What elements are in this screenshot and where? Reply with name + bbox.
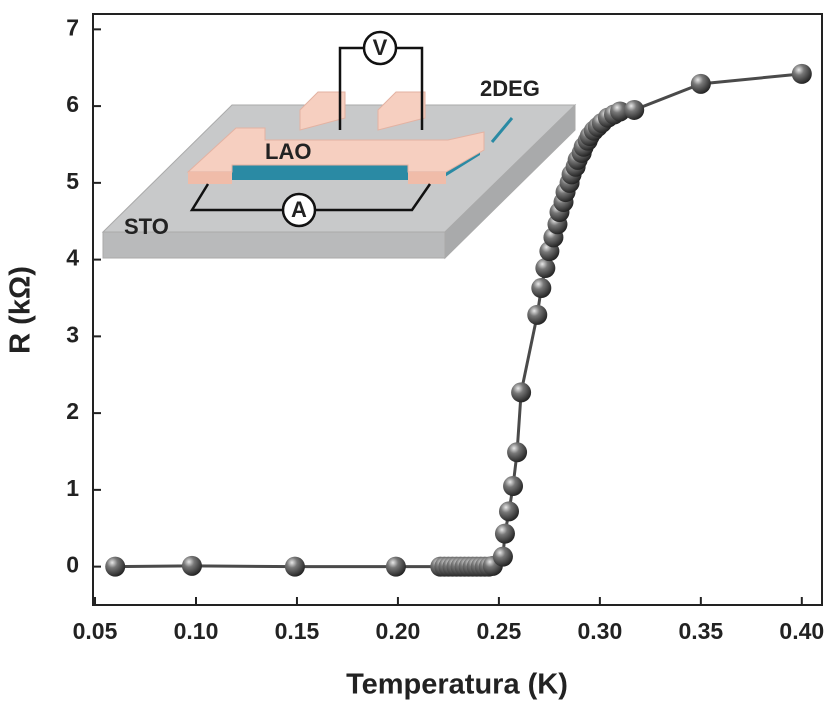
y-tick-label: 0 xyxy=(66,552,79,578)
voltmeter xyxy=(362,30,398,66)
y-tick-label: 1 xyxy=(66,475,79,501)
data-point xyxy=(507,442,528,463)
data-point xyxy=(791,63,812,84)
wire xyxy=(314,183,432,212)
annotation: LAO xyxy=(265,139,311,164)
data-point xyxy=(492,546,513,567)
x-tick-label: 0.25 xyxy=(477,618,522,644)
y-tick-label: 5 xyxy=(66,168,79,194)
data-point xyxy=(385,556,406,577)
wire xyxy=(395,46,424,130)
x-tick-label: 0.30 xyxy=(577,618,622,644)
y-tick-label: 7 xyxy=(66,14,79,40)
lao-pad xyxy=(299,91,346,131)
data-point xyxy=(527,304,548,325)
data-point xyxy=(105,556,126,577)
substrate-side xyxy=(444,103,576,260)
annotation: 2DEG xyxy=(480,76,540,101)
data-point xyxy=(535,258,556,279)
ammeter xyxy=(281,192,317,228)
data-point xyxy=(498,501,519,522)
x-tick-label: 0.40 xyxy=(779,618,824,644)
x-tick-label: 0.15 xyxy=(275,618,320,644)
data-point xyxy=(624,99,645,120)
x-tick-label: 0.20 xyxy=(376,618,421,644)
x-tick-label: 0.35 xyxy=(678,618,723,644)
data-point xyxy=(494,523,515,544)
y-tick-label: 2 xyxy=(66,398,79,424)
y-tick-label: 3 xyxy=(66,321,79,347)
inset-schematic: V 2DEG LAO A STO xyxy=(101,30,577,260)
y-tick-label: 6 xyxy=(66,91,79,117)
data-point xyxy=(511,382,532,403)
annotation: V xyxy=(373,35,388,60)
y-tick-label: 4 xyxy=(66,245,79,271)
y-axis-title: R (kΩ) xyxy=(5,266,37,354)
x-tick-label: 0.05 xyxy=(73,618,118,644)
wire xyxy=(338,46,365,130)
annotation: A xyxy=(291,197,307,222)
data-point xyxy=(503,476,524,497)
annotation: STO xyxy=(124,214,169,239)
arrow xyxy=(490,117,514,143)
lao-front xyxy=(188,172,232,184)
data-point xyxy=(531,278,552,299)
data-point xyxy=(284,556,305,577)
wire xyxy=(189,183,284,212)
lao-block xyxy=(186,127,485,173)
x-axis-title: Temperatura (K) xyxy=(346,669,568,701)
data-point xyxy=(690,73,711,94)
x-tick-label: 0.10 xyxy=(174,618,219,644)
plot-frame xyxy=(92,13,823,606)
lao-pad xyxy=(377,91,426,131)
lao-front xyxy=(408,172,446,184)
data-point xyxy=(181,555,202,576)
